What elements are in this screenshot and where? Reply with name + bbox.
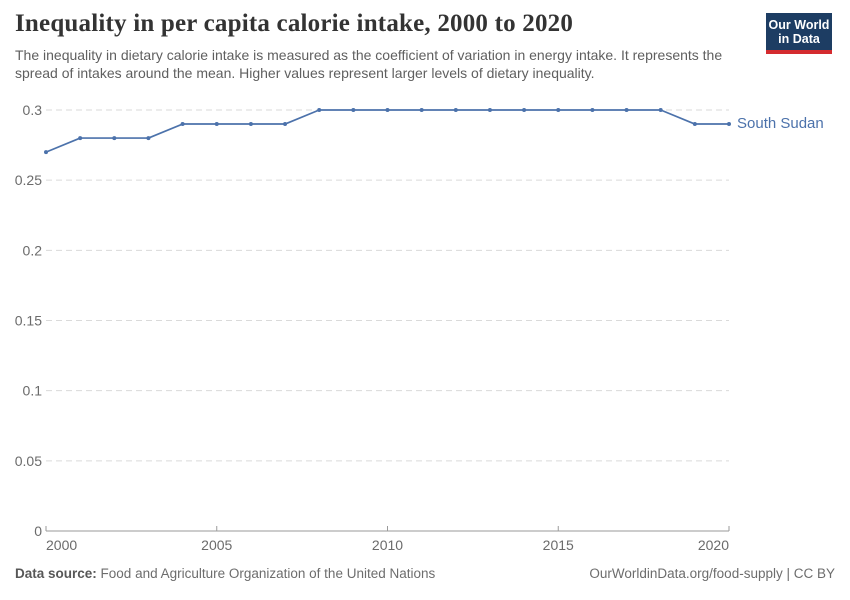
- data-point: [624, 108, 629, 112]
- y-tick-label: 0.3: [23, 102, 43, 118]
- x-tick-label: 2000: [46, 537, 77, 553]
- data-point: [590, 108, 595, 112]
- y-tick-label: 0: [34, 523, 42, 539]
- chart-subtitle: The inequality in dietary calorie intake…: [15, 47, 723, 81]
- data-point: [692, 122, 697, 127]
- x-tick-label: 2010: [372, 537, 403, 553]
- data-point: [487, 108, 492, 112]
- data-point: [658, 108, 663, 112]
- series-label: South Sudan: [737, 115, 824, 133]
- owid-logo-line1: Our World: [768, 18, 830, 32]
- data-point: [453, 108, 458, 112]
- y-tick-label: 0.15: [15, 313, 42, 329]
- chart-title: Inequality in per capita calorie intake,…: [15, 10, 574, 37]
- data-point: [317, 108, 322, 112]
- owid-logo-red-bar: [766, 50, 832, 54]
- data-point: [112, 136, 117, 141]
- y-tick-label: 0.05: [15, 453, 42, 469]
- data-line: [45, 109, 730, 153]
- data-source: Data source: Food and Agriculture Organi…: [15, 566, 435, 581]
- data-point: [522, 108, 527, 112]
- data-point: [727, 122, 731, 127]
- y-tick-label: 0.25: [15, 172, 42, 188]
- data-point: [146, 136, 151, 141]
- data-point: [78, 136, 83, 141]
- data-point: [248, 122, 253, 127]
- data-point: [283, 122, 288, 127]
- chart-footer: Data source: Food and Agriculture Organi…: [15, 566, 835, 581]
- x-tick-label: 2005: [201, 537, 232, 553]
- y-tick-label: 0.2: [23, 242, 43, 258]
- data-source-text: Food and Agriculture Organization of the…: [100, 566, 436, 581]
- data-source-label: Data source:: [15, 566, 97, 581]
- owid-logo-text: Our World in Data: [766, 13, 832, 50]
- data-point: [44, 150, 48, 155]
- x-tick-label: 2020: [698, 537, 729, 553]
- owid-logo[interactable]: Our World in Data: [766, 13, 832, 54]
- y-tick-label: 0.1: [23, 383, 43, 399]
- data-point: [214, 122, 219, 127]
- data-point: [419, 108, 424, 112]
- owid-logo-line2: in Data: [778, 32, 820, 46]
- data-point: [556, 108, 561, 112]
- credit-link[interactable]: OurWorldinData.org/food-supply | CC BY: [589, 566, 835, 581]
- data-point: [351, 108, 356, 112]
- chart-header: Inequality in per capita calorie intake,…: [15, 10, 835, 82]
- data-point: [385, 108, 390, 112]
- data-point: [180, 122, 185, 127]
- x-tick-label: 2015: [543, 537, 574, 553]
